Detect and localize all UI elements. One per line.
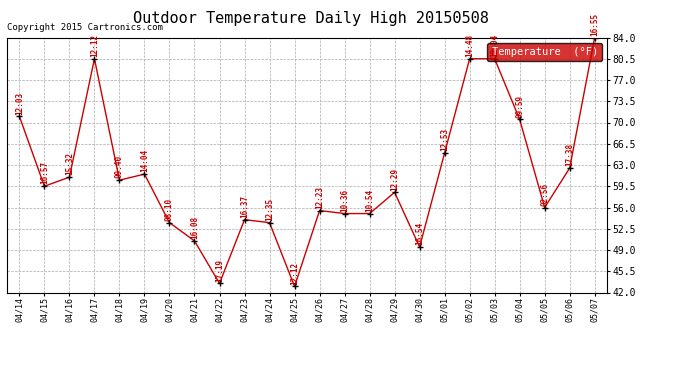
Text: 12:35: 12:35	[265, 198, 274, 221]
Text: 14:04: 14:04	[140, 149, 149, 172]
Text: 09:59: 09:59	[515, 94, 524, 118]
Text: 15:32: 15:32	[65, 152, 74, 176]
Text: 12:12: 12:12	[290, 261, 299, 285]
Text: 12:04: 12:04	[490, 34, 499, 57]
Text: 14:48: 14:48	[465, 34, 474, 57]
Text: 17:38: 17:38	[565, 143, 574, 166]
Text: 09:40: 09:40	[115, 155, 124, 178]
Text: Outdoor Temperature Daily High 20150508: Outdoor Temperature Daily High 20150508	[132, 11, 489, 26]
Text: Copyright 2015 Cartronics.com: Copyright 2015 Cartronics.com	[7, 23, 163, 32]
Text: 16:57: 16:57	[40, 161, 49, 184]
Text: 10:54: 10:54	[365, 189, 374, 212]
Text: 12:53: 12:53	[440, 128, 449, 151]
Text: 12:03: 12:03	[15, 92, 24, 115]
Text: 10:36: 10:36	[340, 189, 349, 212]
Text: 16:37: 16:37	[240, 195, 249, 218]
Legend: Temperature  (°F): Temperature (°F)	[487, 43, 602, 61]
Text: 08:10: 08:10	[165, 198, 174, 221]
Text: 16:08: 16:08	[190, 216, 199, 239]
Text: 16:54: 16:54	[415, 222, 424, 245]
Text: 12:12: 12:12	[90, 34, 99, 57]
Text: 02:56: 02:56	[540, 183, 549, 206]
Text: 16:55: 16:55	[590, 12, 599, 36]
Text: 12:29: 12:29	[390, 167, 399, 190]
Text: 17:19: 17:19	[215, 258, 224, 282]
Text: 12:23: 12:23	[315, 186, 324, 209]
